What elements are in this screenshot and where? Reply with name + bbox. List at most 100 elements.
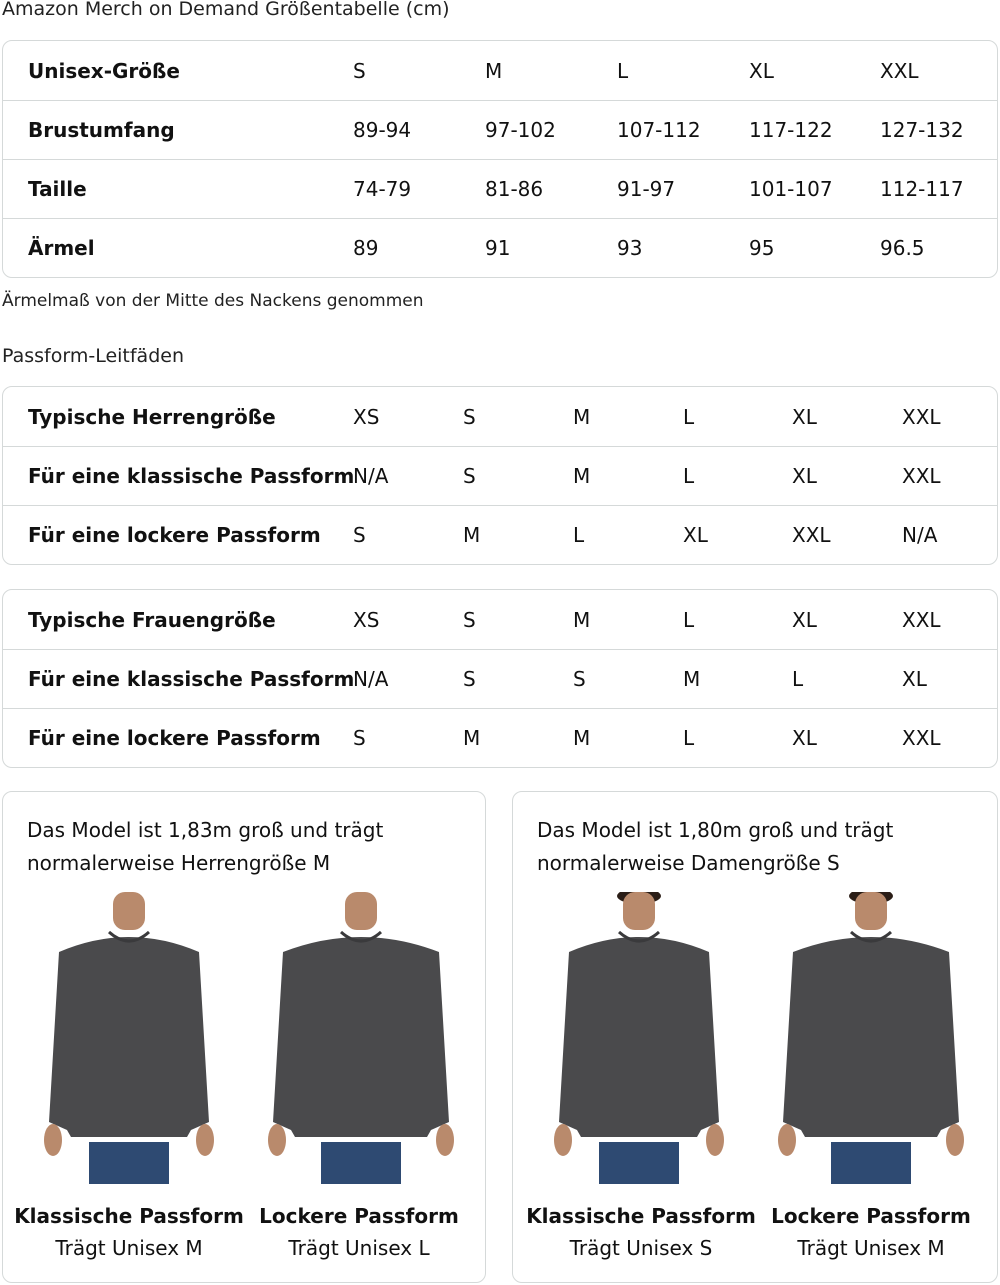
neck-icon	[855, 892, 887, 930]
table-cell: 91	[485, 236, 511, 260]
fit-guides-title: Passform-Leitfäden	[2, 345, 184, 367]
table-cell: L	[617, 58, 629, 83]
hand-icon	[44, 1124, 62, 1156]
neck-icon	[345, 892, 377, 930]
fit-title: Lockere Passform	[259, 1204, 459, 1228]
table-cell: S	[463, 404, 476, 429]
table-cell: M	[573, 464, 591, 488]
table-cell: 89-94	[353, 118, 412, 142]
collar-icon	[107, 930, 151, 943]
table-cell: XL	[749, 58, 774, 83]
model-figure	[554, 888, 724, 1184]
table-cell: S	[353, 726, 366, 750]
table-row: Typische Frauengröße XS S M L XL XXL	[3, 590, 997, 649]
table-cell: M	[573, 607, 591, 632]
size-chart-table: Unisex-Größe S M L XL XXL Brustumfang 89-94 97-1…	[2, 40, 998, 278]
men-fit-table: Typische Herrengröße XS S M L XL XXL Für eine k…	[2, 386, 998, 565]
fit-size: Trägt Unisex L	[288, 1236, 430, 1260]
table-cell: L	[792, 667, 804, 691]
table-cell: XXL	[902, 726, 941, 750]
table-cell: L	[683, 726, 695, 750]
table-cell: 96.5	[880, 236, 925, 260]
table-cell: S	[353, 523, 366, 547]
men-model-card: Das Model ist 1,83m groß und trägt normal…	[2, 791, 486, 1283]
table-cell: 91-97	[617, 177, 676, 201]
neck-icon	[113, 892, 145, 930]
hand-icon	[706, 1124, 724, 1156]
size-chart-title: Amazon Merch on Demand Größentabelle (cm…	[2, 0, 450, 20]
row-label: Für eine lockere Passform	[28, 726, 321, 750]
table-cell: 93	[617, 236, 643, 260]
table-cell: 97-102	[485, 118, 556, 142]
table-cell: 107-112	[617, 118, 701, 142]
model-caption-line1: Das Model ist 1,80m groß und trägt	[537, 818, 894, 842]
model-photo-classic	[539, 888, 739, 1184]
row-label: Für eine lockere Passform	[28, 523, 321, 547]
row-label: Taille	[28, 177, 87, 201]
fit-title: Lockere Passform	[771, 1204, 971, 1228]
women-model-card: Das Model ist 1,80m groß und trägt normal…	[512, 791, 998, 1283]
collar-icon	[339, 930, 383, 943]
table-cell: XL	[792, 607, 817, 632]
row-label: Für eine klassische Passform	[28, 464, 355, 488]
table-cell: 127-132	[880, 118, 964, 142]
row-label: Typische Herrengröße	[28, 404, 276, 429]
table-cell: N/A	[902, 523, 938, 547]
table-cell: XL	[792, 404, 817, 429]
row-label: Ärmel	[28, 236, 95, 260]
table-row: Typische Herrengröße XS S M L XL XXL	[3, 387, 997, 446]
table-row: Brustumfang 89-94 97-102 107-112 117-122 127-…	[3, 100, 997, 159]
jeans-icon	[831, 1142, 911, 1184]
table-cell: M	[573, 726, 591, 750]
model-figure	[778, 888, 964, 1184]
fit-size: Trägt Unisex S	[569, 1236, 713, 1260]
table-cell: XL	[792, 726, 817, 750]
table-cell: S	[463, 464, 476, 488]
row-label: Brustumfang	[28, 118, 175, 142]
table-cell: XXL	[902, 464, 941, 488]
table-cell: L	[683, 464, 695, 488]
table-cell: M	[573, 404, 591, 429]
sweater-icon	[559, 937, 719, 1137]
table-cell: XL	[902, 667, 927, 691]
table-cell: M	[683, 667, 701, 691]
table-cell: XS	[353, 404, 380, 429]
fit-title: Klassische Passform	[526, 1204, 756, 1228]
table-cell: M	[463, 726, 481, 750]
table-cell: N/A	[353, 464, 389, 488]
model-figure	[268, 892, 454, 1184]
jeans-icon	[321, 1142, 401, 1184]
model-photo-loose	[261, 892, 461, 1184]
table-cell: 74-79	[353, 177, 412, 201]
table-cell: S	[573, 667, 586, 691]
fit-size: Trägt Unisex M	[55, 1236, 203, 1260]
table-cell: 101-107	[749, 177, 833, 201]
women-fit-table: Typische Frauengröße XS S M L XL XXL Für eine k…	[2, 589, 998, 768]
fit-size: Trägt Unisex M	[797, 1236, 945, 1260]
model-caption-line1: Das Model ist 1,83m groß und trägt	[27, 818, 384, 842]
table-cell: S	[463, 667, 476, 691]
hand-icon	[196, 1124, 214, 1156]
neck-icon	[623, 892, 655, 930]
jeans-icon	[89, 1142, 169, 1184]
table-cell: N/A	[353, 667, 389, 691]
table-cell: L	[683, 404, 695, 429]
jeans-icon	[599, 1142, 679, 1184]
hand-icon	[554, 1124, 572, 1156]
table-cell: XXL	[902, 404, 941, 429]
table-row: Für eine lockere Passform S M L XL XXL N/A	[3, 505, 997, 564]
table-row: Taille 74-79 81-86 91-97 101-107 112-117	[3, 159, 997, 218]
row-label: Unisex-Größe	[28, 58, 180, 83]
hand-icon	[268, 1124, 286, 1156]
hand-icon	[778, 1124, 796, 1156]
table-cell: 81-86	[485, 177, 544, 201]
table-cell: XL	[792, 464, 817, 488]
table-row: Unisex-Größe S M L XL XXL	[3, 41, 997, 100]
table-row: Für eine klassische Passform N/A S M L XL XXL	[3, 446, 997, 505]
model-photo-loose	[771, 888, 971, 1184]
table-cell: S	[463, 607, 476, 632]
table-cell: XXL	[902, 607, 941, 632]
model-photo-classic	[29, 892, 229, 1184]
table-cell: XXL	[880, 58, 919, 83]
model-caption-line2: normalerweise Damengröße S	[537, 851, 840, 875]
